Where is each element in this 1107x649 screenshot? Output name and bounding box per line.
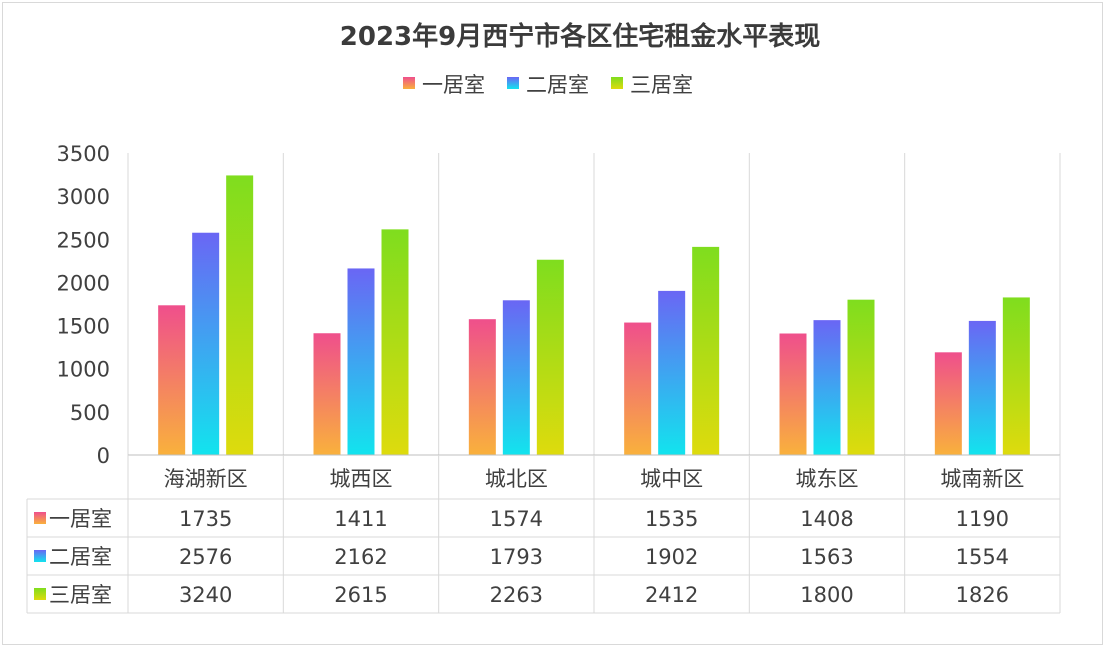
bar [468, 319, 496, 455]
bar [624, 322, 652, 455]
data-label: 2263 [490, 583, 543, 607]
chart-title: 2023年9月西宁市各区住宅租金水平表现 [340, 21, 820, 52]
data-label: 1554 [956, 545, 1009, 569]
legend-swatch [611, 77, 623, 89]
legend-label: 一居室 [422, 73, 485, 97]
y-tick-label: 3000 [57, 185, 110, 209]
data-label: 1563 [800, 545, 853, 569]
data-label: 2412 [645, 583, 698, 607]
category-label: 城东区 [796, 467, 859, 491]
data-label: 1800 [800, 583, 853, 607]
y-tick-label: 1000 [57, 358, 110, 382]
bar [1002, 297, 1030, 455]
category-label: 城西区 [330, 467, 393, 491]
table-row-label: 三居室 [49, 583, 112, 607]
data-label: 2162 [334, 545, 387, 569]
bar [658, 290, 686, 455]
data-label: 1902 [645, 545, 698, 569]
bar [692, 246, 720, 455]
bar [847, 299, 875, 455]
table-legend-swatch [34, 512, 46, 524]
legend-label: 三居室 [630, 73, 693, 97]
data-label: 1793 [490, 545, 543, 569]
y-tick-label: 0 [97, 444, 110, 468]
y-tick-label: 2500 [57, 228, 110, 252]
data-label: 1411 [334, 507, 387, 531]
bar [313, 333, 341, 455]
bar [536, 259, 564, 455]
bar [934, 352, 962, 455]
category-label: 城南新区 [940, 467, 1024, 491]
bar [226, 175, 254, 456]
data-label: 1190 [956, 507, 1009, 531]
table-legend-swatch [34, 550, 46, 562]
y-tick-label: 2000 [57, 271, 110, 295]
y-tick-label: 3500 [57, 142, 110, 166]
bar [813, 320, 841, 455]
bar [502, 300, 530, 455]
data-label: 1826 [956, 583, 1009, 607]
y-tick-label: 500 [70, 401, 110, 425]
data-label: 2615 [334, 583, 387, 607]
category-label: 城北区 [485, 467, 548, 491]
bar [347, 268, 375, 455]
data-label: 1535 [645, 507, 698, 531]
data-label: 1408 [800, 507, 853, 531]
bar [381, 229, 409, 455]
data-label: 2576 [179, 545, 232, 569]
data-label: 1574 [490, 507, 543, 531]
bar [192, 232, 220, 455]
table-row-label: 二居室 [49, 545, 112, 569]
data-label: 1735 [179, 507, 232, 531]
bar [968, 320, 996, 455]
legend-swatch [507, 77, 519, 89]
bar [158, 305, 186, 455]
data-label: 3240 [179, 583, 232, 607]
bar [779, 333, 807, 455]
table-legend-swatch [34, 588, 46, 600]
category-label: 海湖新区 [164, 467, 248, 491]
y-tick-label: 1500 [57, 315, 110, 339]
legend-label: 二居室 [526, 73, 589, 97]
legend-swatch [403, 77, 415, 89]
category-label: 城中区 [640, 467, 703, 491]
table-row-label: 一居室 [49, 507, 112, 531]
